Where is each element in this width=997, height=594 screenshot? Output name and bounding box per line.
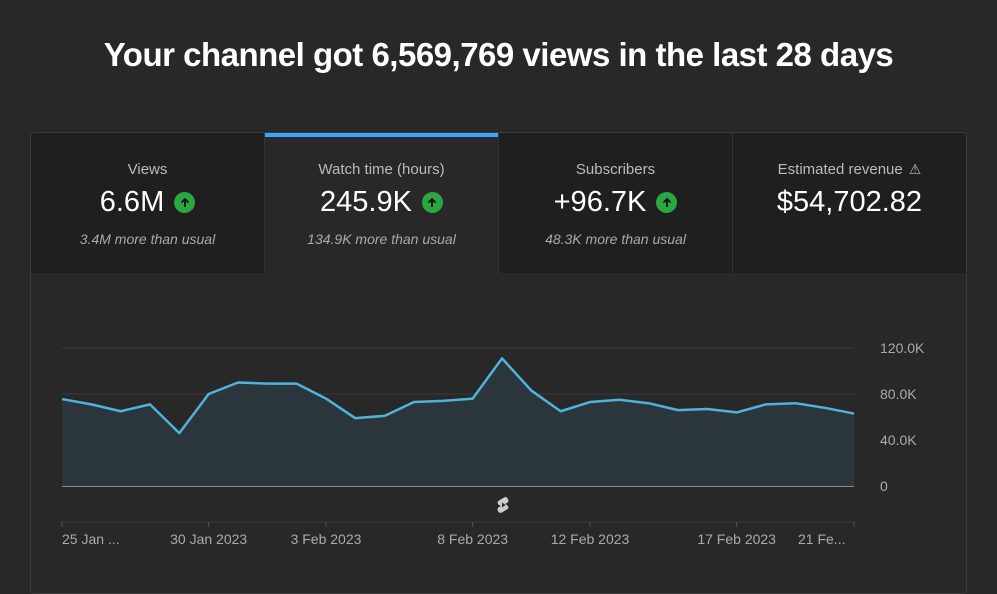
analytics-card: Views 6.6M 3.4M more than usual Watch ti… [30,132,967,594]
x-tick-label: 30 Jan 2023 [170,531,247,547]
shorts-icon [498,497,509,513]
tab-subtext: 134.9K more than usual [265,231,498,247]
area-fill [62,358,854,486]
tab-value: 6.6M [100,186,164,219]
tab-subtext: 48.3K more than usual [499,231,732,247]
tab-watch-time[interactable]: Watch time (hours) 245.9K 134.9K more th… [265,133,499,273]
tab-estimated-revenue[interactable]: Estimated revenue ⚠ $54,702.82 [733,133,966,273]
y-tick-label: 0 [880,478,888,494]
x-tick-label: 25 Jan ... [62,531,120,547]
x-tick-label: 3 Feb 2023 [291,531,362,547]
y-tick-label: 40.0K [880,432,917,448]
watch-time-chart: 0 40.0K 80.0K 120.0K 25 Jan ... 30 Jan 2023 3 … [31,273,966,593]
arrow-up-icon [422,192,443,213]
tab-value: $54,702.82 [777,186,922,219]
tab-value: +96.7K [554,186,647,219]
tab-label: Subscribers [499,161,732,178]
x-tick-label: 8 Feb 2023 [437,531,508,547]
tab-label: Watch time (hours) [265,161,498,178]
arrow-up-icon [174,192,195,213]
tab-subscribers[interactable]: Subscribers +96.7K 48.3K more than usual [499,133,733,273]
arrow-up-icon [656,192,677,213]
metric-tabs: Views 6.6M 3.4M more than usual Watch ti… [31,133,966,273]
tab-subtext: 3.4M more than usual [31,231,264,247]
x-tick-label: 12 Feb 2023 [551,531,630,547]
warning-icon[interactable]: ⚠ [909,161,922,177]
y-tick-label: 80.0K [880,386,917,402]
x-tick-label: 17 Feb 2023 [697,531,776,547]
x-tick-label: 21 Fe... [798,531,845,547]
tab-value: 245.9K [320,186,412,219]
tab-label: Views [31,161,264,178]
page-title: Your channel got 6,569,769 views in the … [0,36,997,74]
y-tick-label: 120.0K [880,340,925,356]
tab-views[interactable]: Views 6.6M 3.4M more than usual [31,133,265,273]
tab-label: Estimated revenue [778,161,903,178]
